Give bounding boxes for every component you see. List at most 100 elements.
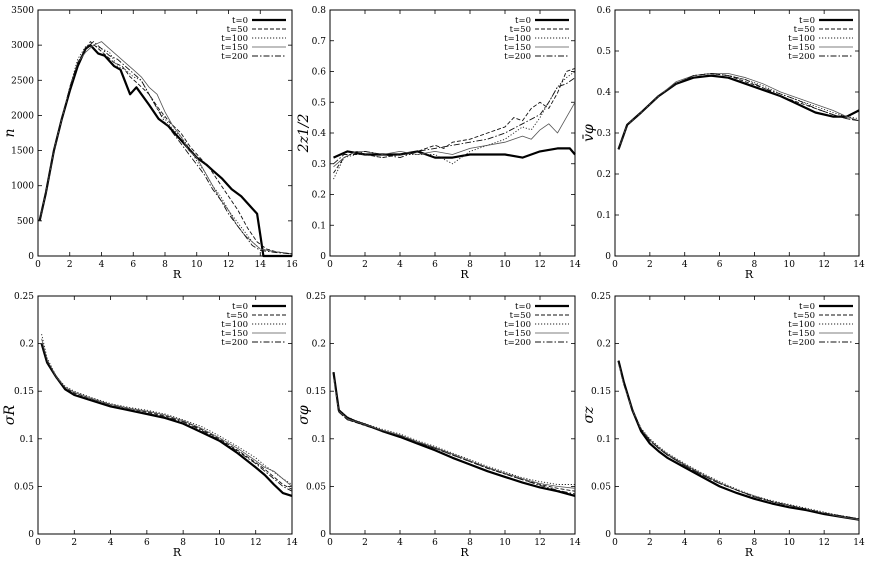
series-line-t-100 xyxy=(618,362,860,520)
y-axis-label: v̄φ xyxy=(581,124,597,142)
x-tick-label: 10 xyxy=(191,260,203,270)
x-tick-label: 6 xyxy=(432,538,438,548)
x-axis-label: R xyxy=(460,268,469,281)
y-tick-label: 0.3 xyxy=(597,129,612,139)
x-tick-label: 14 xyxy=(569,538,581,548)
legend-label: t=150 xyxy=(221,329,248,339)
legend-label: t=200 xyxy=(788,338,815,348)
series-line-t-200 xyxy=(333,374,576,495)
y-tick-label: 0.25 xyxy=(14,292,34,302)
x-tick-label: 0 xyxy=(35,260,41,270)
x-tick-label: 12 xyxy=(818,260,829,270)
legend-label: t=100 xyxy=(788,34,815,44)
legend-label: t=200 xyxy=(504,338,531,348)
y-axis-label: 2z1/2 xyxy=(296,114,312,154)
legend-label: t=150 xyxy=(504,43,531,53)
x-tick-label: 4 xyxy=(99,260,105,270)
x-tick-label: 8 xyxy=(467,538,473,548)
x-tick-label: 12 xyxy=(223,260,234,270)
y-axis-label: σz xyxy=(581,406,597,424)
y-tick-label: 0 xyxy=(605,252,611,262)
y-tick-label: 0.4 xyxy=(597,88,612,98)
y-tick-label: 0.05 xyxy=(14,482,34,492)
y-tick-label: 3000 xyxy=(11,41,34,51)
y-tick-label: 0.1 xyxy=(312,221,326,231)
x-tick-label: 14 xyxy=(853,260,865,270)
legend-label: t=200 xyxy=(788,52,815,62)
y-tick-label: 0.6 xyxy=(312,68,327,78)
x-tick-label: 12 xyxy=(534,260,545,270)
y-tick-label: 0 xyxy=(320,252,326,262)
series-line-t-150 xyxy=(618,73,860,150)
series-line-t-100 xyxy=(41,333,293,485)
series-line-t-0 xyxy=(333,147,576,159)
series-line-t-100 xyxy=(333,376,575,485)
series-line-t-0 xyxy=(332,372,576,497)
y-tick-label: 3500 xyxy=(11,6,34,16)
x-tick-label: 0 xyxy=(612,260,618,270)
y-tick-label: 2000 xyxy=(11,111,34,121)
legend-label: t=100 xyxy=(221,34,248,44)
y-tick-label: 0.7 xyxy=(312,37,327,47)
legend-label: t=200 xyxy=(504,52,531,62)
y-tick-label: 1500 xyxy=(11,147,34,157)
series-line-t-50 xyxy=(618,360,860,520)
y-tick-label: 0.25 xyxy=(306,292,326,302)
x-tick-label: 2 xyxy=(647,538,653,548)
y-tick-label: 0.2 xyxy=(597,170,611,180)
x-tick-label: 4 xyxy=(682,260,688,270)
series-line-t-200 xyxy=(39,41,293,255)
legend-label: t=50 xyxy=(510,25,531,35)
legend-label: t=0 xyxy=(232,16,248,26)
x-tick-label: 14 xyxy=(286,538,298,548)
legend-label: t=50 xyxy=(794,25,815,35)
x-tick-label: 2 xyxy=(647,260,653,270)
y-tick-label: 0.4 xyxy=(312,129,327,139)
legend-label: t=150 xyxy=(504,329,531,339)
x-tick-label: 8 xyxy=(752,260,758,270)
y-tick-label: 0.1 xyxy=(597,435,611,445)
legend-label: t=0 xyxy=(232,302,248,312)
series-line-t-200 xyxy=(618,73,860,150)
x-tick-label: 6 xyxy=(432,260,438,270)
y-tick-label: 0.3 xyxy=(312,160,327,170)
y-tick-label: 0.1 xyxy=(597,211,611,221)
x-tick-label: 4 xyxy=(397,260,403,270)
series-line-t-0 xyxy=(40,343,293,497)
x-tick-label: 16 xyxy=(286,260,298,270)
y-tick-label: 0.15 xyxy=(306,387,326,397)
y-tick-label: 2500 xyxy=(11,76,34,86)
panel-vphi: 0 2 4 6 8 10 12 14 0 0.1 0.2 0.3 0.4 0.5 0.6 Rv̄φ t=0t=5… xyxy=(581,6,865,281)
legend-label: t=200 xyxy=(221,52,248,62)
series-line-t-150 xyxy=(618,362,860,521)
y-tick-label: 0 xyxy=(28,252,34,262)
y-tick-label: 0.2 xyxy=(20,340,34,350)
y-tick-label: 0.1 xyxy=(20,435,34,445)
legend-label: t=0 xyxy=(515,302,531,312)
x-axis-label: R xyxy=(460,546,469,559)
x-axis-label: R xyxy=(173,268,182,281)
x-tick-label: 10 xyxy=(499,538,511,548)
plot-frame xyxy=(329,295,576,535)
series-line-t-100 xyxy=(333,71,576,180)
y-tick-label: 0.2 xyxy=(312,191,326,201)
y-tick-label: 0.1 xyxy=(312,435,326,445)
x-tick-label: 14 xyxy=(853,538,865,548)
x-tick-label: 10 xyxy=(214,538,226,548)
legend-label: t=150 xyxy=(788,43,815,53)
panel-n: 0 2 4 6 8 10 12 14 16 0 500 1000 1500 2000 2500 3000 350… xyxy=(2,6,298,281)
y-tick-label: 0.2 xyxy=(312,340,326,350)
series-line-t-0 xyxy=(617,360,860,521)
x-axis-label: R xyxy=(745,268,754,281)
y-axis-label: σR xyxy=(2,404,18,425)
series-line-t-0 xyxy=(38,44,292,258)
x-tick-label: 6 xyxy=(130,260,136,270)
y-tick-label: 0.15 xyxy=(14,387,34,397)
x-tick-label: 6 xyxy=(717,538,723,548)
x-tick-label: 14 xyxy=(255,260,267,270)
